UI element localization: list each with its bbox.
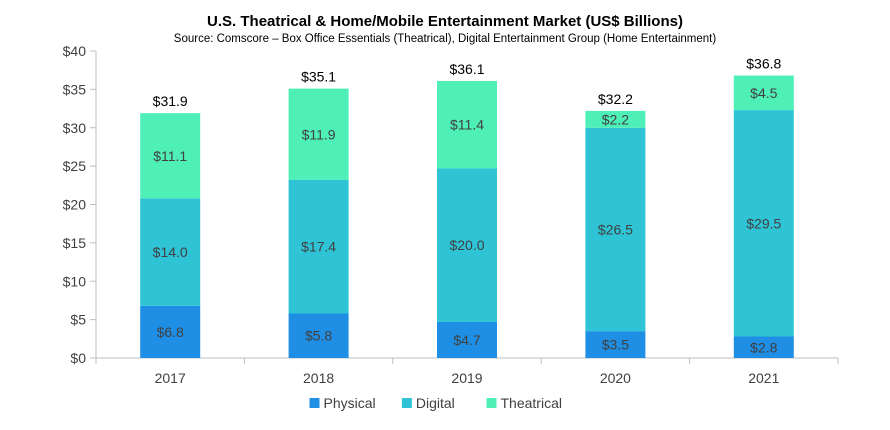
bar-physical-2020 (585, 331, 646, 358)
bar-theatrical-2018 (288, 88, 349, 180)
x-tick-label-2018: 2018 (303, 370, 334, 386)
x-tick-label-2019: 2019 (451, 370, 482, 386)
bar-physical-2017 (140, 305, 201, 358)
bar-digital-2018 (288, 179, 349, 314)
data-label-theatrical-2020: $2.2 (602, 111, 629, 127)
y-tick-label: $35 (63, 81, 87, 97)
legend-label-digital: Digital (416, 395, 455, 411)
data-label-digital-2017: $14.0 (153, 244, 188, 260)
data-label-digital-2021: $29.5 (746, 215, 781, 231)
total-label-2017: $31.9 (153, 93, 188, 109)
data-label-physical-2018: $5.8 (305, 328, 332, 344)
x-tick-label-2020: 2020 (600, 370, 631, 386)
data-label-digital-2018: $17.4 (301, 239, 336, 255)
total-label-2018: $35.1 (301, 69, 336, 85)
chart-subtitle: Source: Comscore – Box Office Essentials… (174, 33, 717, 45)
data-label-theatrical-2018: $11.9 (302, 126, 336, 142)
bar-physical-2019 (437, 321, 497, 358)
data-label-physical-2020: $3.5 (602, 337, 629, 353)
data-label-physical-2021: $2.8 (750, 339, 777, 355)
legend-item-theatrical: Theatrical (486, 395, 562, 411)
chart-title: U.S. Theatrical & Home/Mobile Entertainm… (207, 13, 683, 30)
bar-physical-2021 (733, 336, 794, 358)
legend: Physical Digital Theatrical (309, 395, 562, 411)
bar-theatrical-2017 (140, 113, 201, 199)
y-tick-label: $30 (63, 120, 87, 136)
y-tick-label: $40 (63, 43, 87, 59)
bar-theatrical-2021 (733, 75, 794, 111)
bar-theatrical-2019 (437, 80, 497, 169)
bar-digital-2021 (733, 110, 794, 337)
y-tick-label: $10 (63, 273, 87, 289)
x-tick-label-2017: 2017 (155, 370, 186, 386)
data-label-physical-2017: $6.8 (157, 324, 184, 340)
bar-theatrical-2020 (585, 110, 646, 128)
bar-digital-2017 (140, 198, 201, 306)
total-label-2021: $36.8 (746, 56, 781, 72)
y-tick-label: $15 (63, 235, 87, 251)
data-label-theatrical-2017: $11.1 (153, 148, 187, 164)
legend-swatch-digital (401, 398, 412, 408)
y-tick-label: $0 (70, 350, 86, 366)
data-label-theatrical-2021: $4.5 (750, 85, 777, 101)
bar-physical-2018 (288, 313, 349, 358)
x-tick-label-2021: 2021 (748, 370, 779, 386)
y-tick-label: $5 (70, 312, 86, 328)
bars: $6.8 $14.0 $11.1 $31.9 2017 $5.8 $17.4 $11.9 $35… (140, 56, 794, 386)
legend-item-digital: Digital (401, 395, 455, 411)
legend-swatch-theatrical (486, 398, 497, 408)
total-label-2020: $32.2 (598, 91, 633, 107)
data-label-digital-2019: $20.0 (449, 237, 484, 253)
bar-digital-2019 (437, 168, 497, 322)
axes: $0 $5 $10 $15 $20 $25 $30 $35 $40 (63, 43, 839, 366)
legend-swatch-physical (309, 398, 320, 408)
legend-item-physical: Physical (309, 395, 376, 411)
y-tick-label: $20 (63, 197, 87, 213)
legend-label-physical: Physical (324, 395, 376, 411)
data-label-digital-2020: $26.5 (598, 221, 633, 237)
total-label-2019: $36.1 (449, 61, 484, 77)
y-tick-label: $25 (63, 158, 87, 174)
bar-digital-2020 (585, 127, 646, 332)
legend-label-theatrical: Theatrical (501, 395, 562, 411)
data-label-physical-2019: $4.7 (453, 332, 480, 348)
data-label-theatrical-2019: $11.4 (450, 117, 484, 133)
